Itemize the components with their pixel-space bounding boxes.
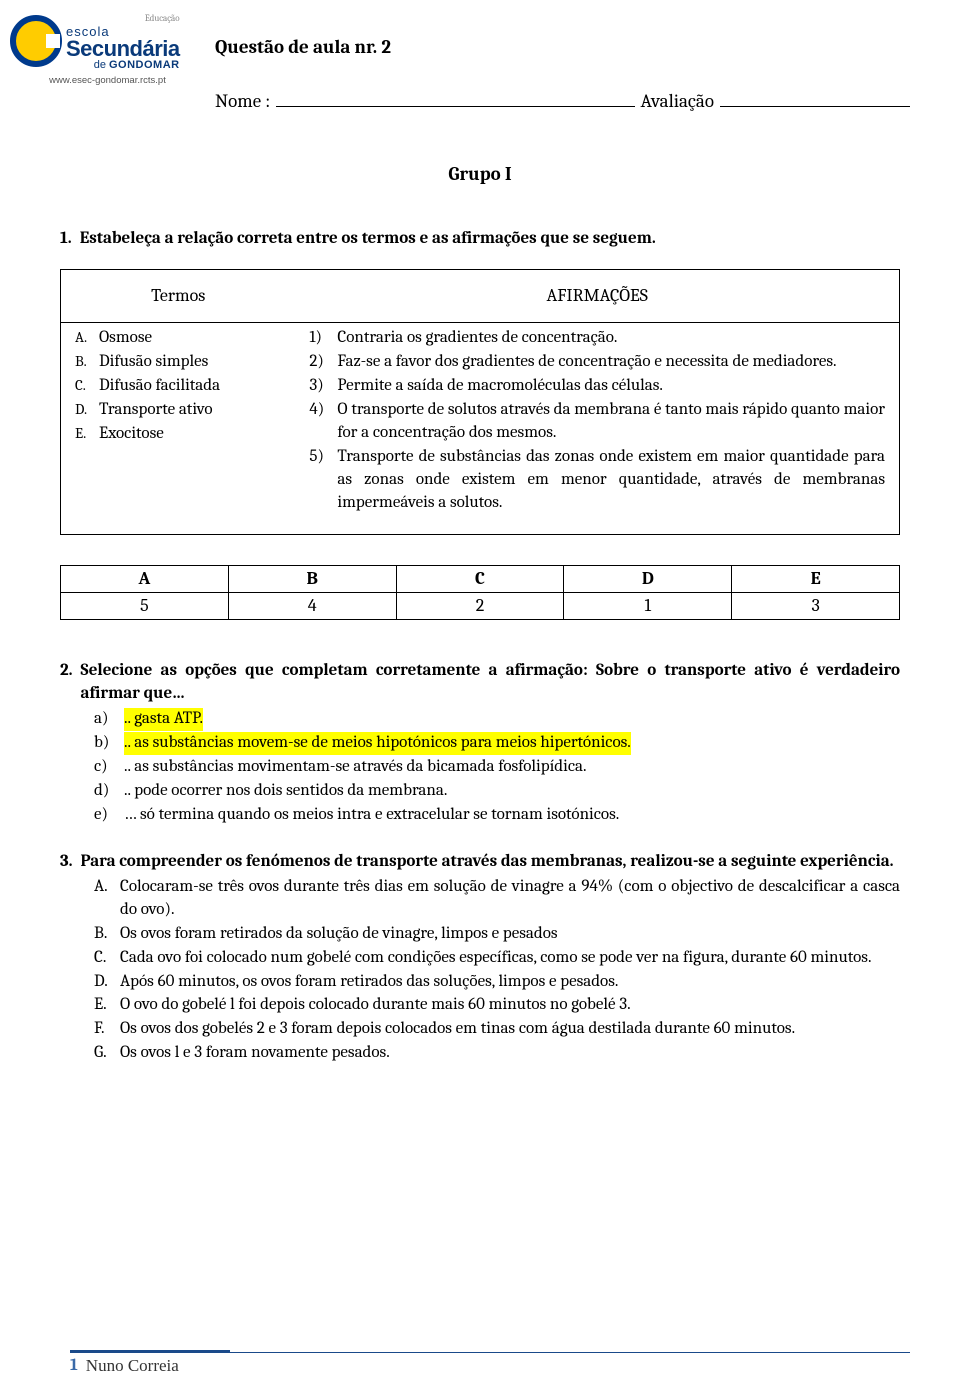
q3-step: B.Os ovos foram retirados da solução de …	[94, 923, 900, 946]
aval-label: Avaliação	[641, 89, 714, 115]
q3-step: G.Os ovos l e 3 foram novamente pesados.	[94, 1042, 900, 1065]
q1-aff: 1)Contraria os gradientes de concentraçã…	[309, 327, 885, 350]
q3-step: A.Colocaram-se três ovos durante três di…	[94, 876, 900, 922]
page-footer: 1 Nuno Correia	[70, 1352, 910, 1378]
group-title: Grupo I	[50, 162, 910, 188]
q1-aff: 2)Faz-se a favor dos gradientes de conce…	[309, 351, 885, 374]
q1-ans-v: 5	[61, 592, 229, 619]
q1-aff: 5)Transporte de substâncias das zonas on…	[309, 446, 885, 515]
q1-match-table: Termos AFIRMAÇÕES A.Osmose B.Difusão sim…	[60, 269, 900, 535]
q1-aff: 3)Permite a saída de macromoléculas das …	[309, 375, 885, 398]
q1-affirmations-list: 1)Contraria os gradientes de concentraçã…	[309, 327, 885, 515]
question-2: 2. Selecione as opções que completam cor…	[60, 660, 900, 827]
q1-ans-h: B	[228, 565, 396, 592]
q1-ans-h: D	[564, 565, 732, 592]
q1-ans-v: 4	[228, 592, 396, 619]
q3-step: F.Os ovos dos gobelés 2 e 3 foram depois…	[94, 1018, 900, 1041]
logo-circle-icon	[10, 15, 62, 67]
q1-terms-list: A.Osmose B.Difusão simples C.Difusão fac…	[75, 327, 281, 446]
q2-options: a).. gasta ATP. b).. as substâncias move…	[94, 708, 900, 827]
name-label: Nome :	[215, 89, 270, 115]
q1-ans-v: 1	[564, 592, 732, 619]
q1-number: 1.	[60, 228, 72, 251]
q1-term: A.Osmose	[75, 327, 281, 350]
author-name: Nuno Correia	[86, 1355, 179, 1378]
logo-url: www.esec-gondomar.rcts.pt	[10, 75, 205, 88]
name-input-line[interactable]	[276, 106, 634, 107]
q1-aff: 4)O transporte de solutos através da mem…	[309, 399, 885, 445]
q3-number: 3.	[60, 851, 73, 874]
q1-col2-header: AFIRMAÇÕES	[295, 269, 899, 322]
q1-ans-h: E	[732, 565, 900, 592]
q2-number: 2.	[60, 660, 73, 706]
q1-ans-h: A	[61, 565, 229, 592]
q1-ans-v: 3	[732, 592, 900, 619]
q2-option: e)… só termina quando os meios intra e e…	[94, 804, 900, 827]
q1-term: B.Difusão simples	[75, 351, 281, 374]
q1-ans-v: 2	[396, 592, 564, 619]
q3-steps: A.Colocaram-se três ovos durante três di…	[94, 876, 900, 1066]
q3-step: E.O ovo do gobelé l foi depois colocado …	[94, 994, 900, 1017]
q3-step: C.Cada ovo foi colocado num gobelé com c…	[94, 947, 900, 970]
q1-col1-header: Termos	[61, 269, 296, 322]
q2-option: b).. as substâncias movem-se de meios hi…	[94, 732, 900, 755]
q3-step: D.Após 60 minutos, os ovos foram retirad…	[94, 971, 900, 994]
q1-term: E.Exocitose	[75, 423, 281, 446]
question-3: 3. Para compreender os fenómenos de tran…	[60, 851, 900, 1065]
q2-text: Selecione as opções que completam corret…	[81, 660, 900, 706]
q1-term: D.Transporte ativo	[75, 399, 281, 422]
q1-term: C.Difusão facilitada	[75, 375, 281, 398]
q3-text: Para compreender os fenómenos de transpo…	[81, 851, 900, 874]
q1-text: Estabeleça a relação correta entre os te…	[80, 228, 900, 251]
q2-option: c).. as substâncias movimentam-se atravé…	[94, 756, 900, 779]
logo-line2: Secundária	[66, 38, 180, 60]
q2-option: a).. gasta ATP.	[94, 708, 900, 731]
q1-ans-h: C	[396, 565, 564, 592]
logo-edu: Educação	[66, 15, 180, 24]
worksheet-title: Questão de aula nr. 2	[215, 35, 910, 61]
q1-answer-grid: A B C D E 5 4 2 1 3	[60, 565, 900, 621]
school-logo: Educação escola Secundária de GONDOMAR w…	[10, 15, 205, 88]
q2-option: d).. pode ocorrer nos dois sentidos da m…	[94, 780, 900, 803]
question-1: 1. Estabeleça a relação correta entre os…	[60, 228, 900, 620]
aval-input-line[interactable]	[720, 106, 910, 107]
page-number: 1	[70, 1355, 78, 1378]
logo-line3: de GONDOMAR	[66, 60, 180, 71]
